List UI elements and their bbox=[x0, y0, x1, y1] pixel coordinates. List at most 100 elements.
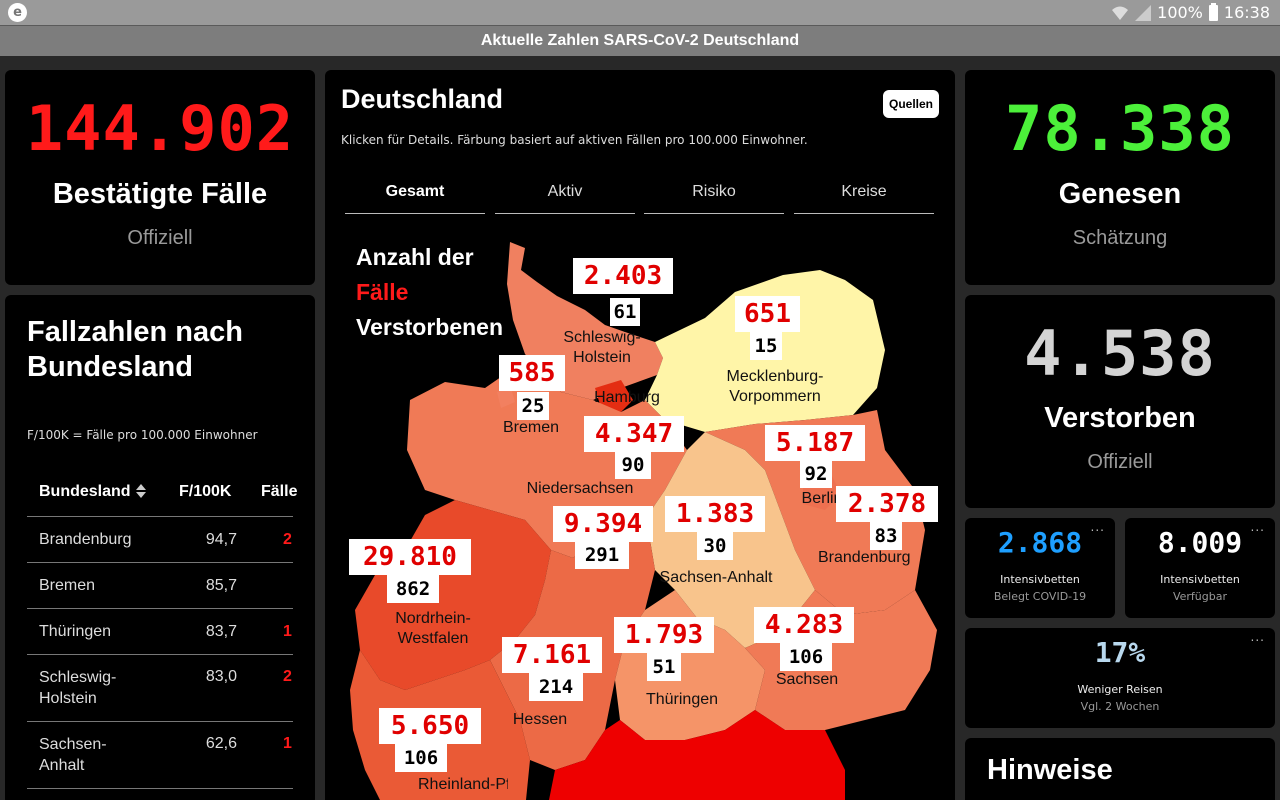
map-cases-brandenburg[interactable]: 2.378 bbox=[836, 486, 938, 522]
table-row[interactable]: Brandenburg 94,7 2 bbox=[27, 517, 293, 563]
row-f100k: 62,6 bbox=[205, 735, 237, 752]
row-f100k: 85,7 bbox=[205, 577, 237, 594]
row-f100k: 94,7 bbox=[205, 531, 237, 548]
map-label-niedersachsen: Niedersachsen bbox=[526, 480, 634, 497]
icu-occupied-card[interactable]: ... 2.868 Intensivbetten Belegt COVID-19 bbox=[965, 518, 1115, 618]
region-brandenburg[interactable] bbox=[705, 410, 925, 615]
map-cases-nordrhein-westfalen[interactable]: 29.810 bbox=[349, 539, 471, 575]
map-cases-hamburg[interactable]: 4.347 bbox=[584, 416, 684, 452]
table-row[interactable]: Sachsen-Anhalt 62,6 1 bbox=[27, 722, 293, 789]
map-deaths-thueringen[interactable]: 51 bbox=[647, 653, 681, 681]
map-label-hamburg: Hamburg bbox=[594, 389, 660, 406]
deaths-value: 4.538 bbox=[1024, 317, 1216, 390]
icu-occupied-label: Intensivbetten bbox=[1000, 573, 1080, 586]
map-card: Deutschland Quellen Klicken für Details.… bbox=[325, 70, 955, 800]
map-deaths-sachsen-anhalt[interactable]: 30 bbox=[697, 532, 733, 560]
map-deaths-mecklenburg-vorpommern[interactable]: 15 bbox=[750, 332, 782, 360]
map-deaths-hamburg[interactable]: 90 bbox=[615, 451, 651, 479]
sort-icon[interactable] bbox=[135, 484, 146, 498]
map-cases-hessen[interactable]: 7.161 bbox=[502, 637, 602, 673]
clock: 16:38 bbox=[1223, 3, 1270, 22]
icu-occupied-sub: Belegt COVID-19 bbox=[993, 590, 1087, 603]
column-header-f100k[interactable]: F/100K bbox=[179, 483, 232, 500]
confirmed-card[interactable]: 144.902 Bestätigte Fälle Offiziell bbox=[5, 70, 315, 285]
row-state-name: Schleswig-Holstein bbox=[39, 669, 117, 707]
tab-kreise[interactable]: Kreise bbox=[794, 178, 934, 214]
map-deaths-berlin[interactable]: 92 bbox=[800, 460, 832, 488]
map-cases-berlin[interactable]: 5.187 bbox=[765, 425, 865, 461]
row-f100k: 83,7 bbox=[205, 623, 237, 640]
row-f100k: 83,0 bbox=[205, 668, 237, 685]
recovered-value: 78.338 bbox=[1005, 92, 1235, 165]
more-menu-icon[interactable]: ... bbox=[1250, 630, 1265, 644]
map-deaths-hessen[interactable]: 214 bbox=[529, 673, 583, 701]
row-state-name: Bremen bbox=[39, 577, 96, 594]
column-header-label: Bundesland bbox=[39, 483, 131, 500]
map-cases-sachsen-anhalt[interactable]: 1.383 bbox=[665, 496, 765, 532]
column-header-cases[interactable]: Fälle bbox=[261, 483, 298, 500]
map-label-text: Nordrhein-Westfalen bbox=[395, 610, 471, 647]
column-header-bundesland[interactable]: Bundesland bbox=[39, 483, 146, 501]
map-cases-bremen[interactable]: 585 bbox=[499, 355, 565, 391]
map-cases-niedersachsen[interactable]: 9.394 bbox=[553, 506, 653, 542]
map-deaths-rheinland-pfalz[interactable]: 106 bbox=[395, 744, 447, 772]
more-menu-icon[interactable]: ... bbox=[1250, 520, 1265, 534]
tab-risiko[interactable]: Risiko bbox=[644, 178, 784, 214]
map-deaths-niedersachsen[interactable]: 291 bbox=[575, 541, 629, 569]
map-cases-rheinland-pfalz[interactable]: 5.650 bbox=[379, 708, 481, 744]
states-table-title: Fallzahlen nach Bundesland bbox=[27, 316, 243, 383]
map-deaths-brandenburg[interactable]: 83 bbox=[870, 522, 902, 550]
map-cases-schleswig-holstein[interactable]: 2.403 bbox=[573, 258, 673, 294]
deaths-sub: Offiziell bbox=[1087, 451, 1153, 473]
region-bayern[interactable] bbox=[547, 710, 845, 800]
more-menu-icon[interactable]: ... bbox=[1090, 520, 1105, 534]
confirmed-value: 144.902 bbox=[25, 92, 295, 165]
wifi-icon bbox=[1112, 6, 1129, 20]
map-label-nordrhein-westfalen: Nordrhein-Westfalen bbox=[389, 609, 477, 649]
sources-button[interactable]: Quellen bbox=[882, 90, 939, 118]
region-bremen[interactable] bbox=[497, 388, 515, 408]
travel-label: Weniger Reisen bbox=[1077, 683, 1163, 696]
tab-aktiv[interactable]: Aktiv bbox=[495, 178, 635, 214]
row-cases: 1 bbox=[283, 623, 292, 640]
legend-line-1: Anzahl der bbox=[356, 244, 474, 270]
map-cases-mecklenburg-vorpommern[interactable]: 651 bbox=[735, 296, 800, 332]
recovered-label: Genesen bbox=[1058, 178, 1182, 210]
map-cases-sachsen[interactable]: 4.283 bbox=[754, 607, 854, 643]
deaths-card[interactable]: 4.538 Verstorben Offiziell bbox=[965, 295, 1275, 508]
row-state-name: Thüringen bbox=[39, 623, 112, 640]
map-deaths-schleswig-holstein[interactable]: 61 bbox=[610, 298, 640, 326]
battery-level: 100% bbox=[1157, 3, 1203, 22]
map-deaths-bremen[interactable]: 25 bbox=[517, 392, 549, 420]
app-title: Aktuelle Zahlen SARS-CoV-2 Deutschland bbox=[0, 25, 1280, 56]
legend-line-3: Verstorbenen bbox=[356, 314, 503, 340]
map-label-thueringen: Thüringen bbox=[645, 691, 719, 708]
tab-gesamt[interactable]: Gesamt bbox=[345, 178, 485, 214]
table-row[interactable]: Schleswig-Holstein 83,0 2 bbox=[27, 655, 293, 722]
table-row[interactable]: Bremen 85,7 bbox=[27, 563, 293, 609]
row-state-name: Brandenburg bbox=[39, 531, 132, 548]
map-label-text: Schleswig-Holstein bbox=[563, 329, 641, 366]
recovered-card[interactable]: 78.338 Genesen Schätzung bbox=[965, 70, 1275, 285]
map-label-brandenburg: Brandenburg bbox=[818, 548, 911, 568]
map-label-sachsen-anhalt: Sachsen-Anhalt bbox=[659, 569, 773, 586]
map-deaths-nordrhein-westfalen[interactable]: 862 bbox=[387, 575, 439, 603]
table-row[interactable]: Thüringen 83,7 1 bbox=[27, 609, 293, 655]
legend-line-2: Fälle bbox=[356, 279, 409, 305]
map-label-berlin: Berlin bbox=[801, 490, 843, 507]
map-deaths-sachsen[interactable]: 106 bbox=[780, 643, 832, 671]
region-hamburg[interactable] bbox=[595, 380, 633, 412]
map-title: Deutschland bbox=[341, 84, 504, 114]
travel-card[interactable]: ... 17% Weniger Reisen Vgl. 2 Wochen bbox=[965, 628, 1275, 728]
row-state-name: Sachsen-Anhalt bbox=[39, 736, 107, 774]
icu-free-card[interactable]: ... 8.009 Intensivbetten Verfügbar bbox=[1125, 518, 1275, 618]
map-label-bremen: Bremen bbox=[502, 419, 560, 436]
states-table-note: F/100K = Fälle pro 100.000 Einwohner bbox=[27, 428, 258, 442]
row-cases: 2 bbox=[283, 668, 292, 685]
map-label-text: Brandenburg bbox=[818, 549, 911, 566]
hinweise-card: Hinweise bbox=[965, 738, 1275, 800]
icu-free-label: Intensivbetten bbox=[1160, 573, 1240, 586]
map-label-hessen: Hessen bbox=[512, 711, 568, 728]
map-cases-thueringen[interactable]: 1.793 bbox=[614, 617, 714, 653]
confirmed-sub: Offiziell bbox=[127, 227, 193, 249]
